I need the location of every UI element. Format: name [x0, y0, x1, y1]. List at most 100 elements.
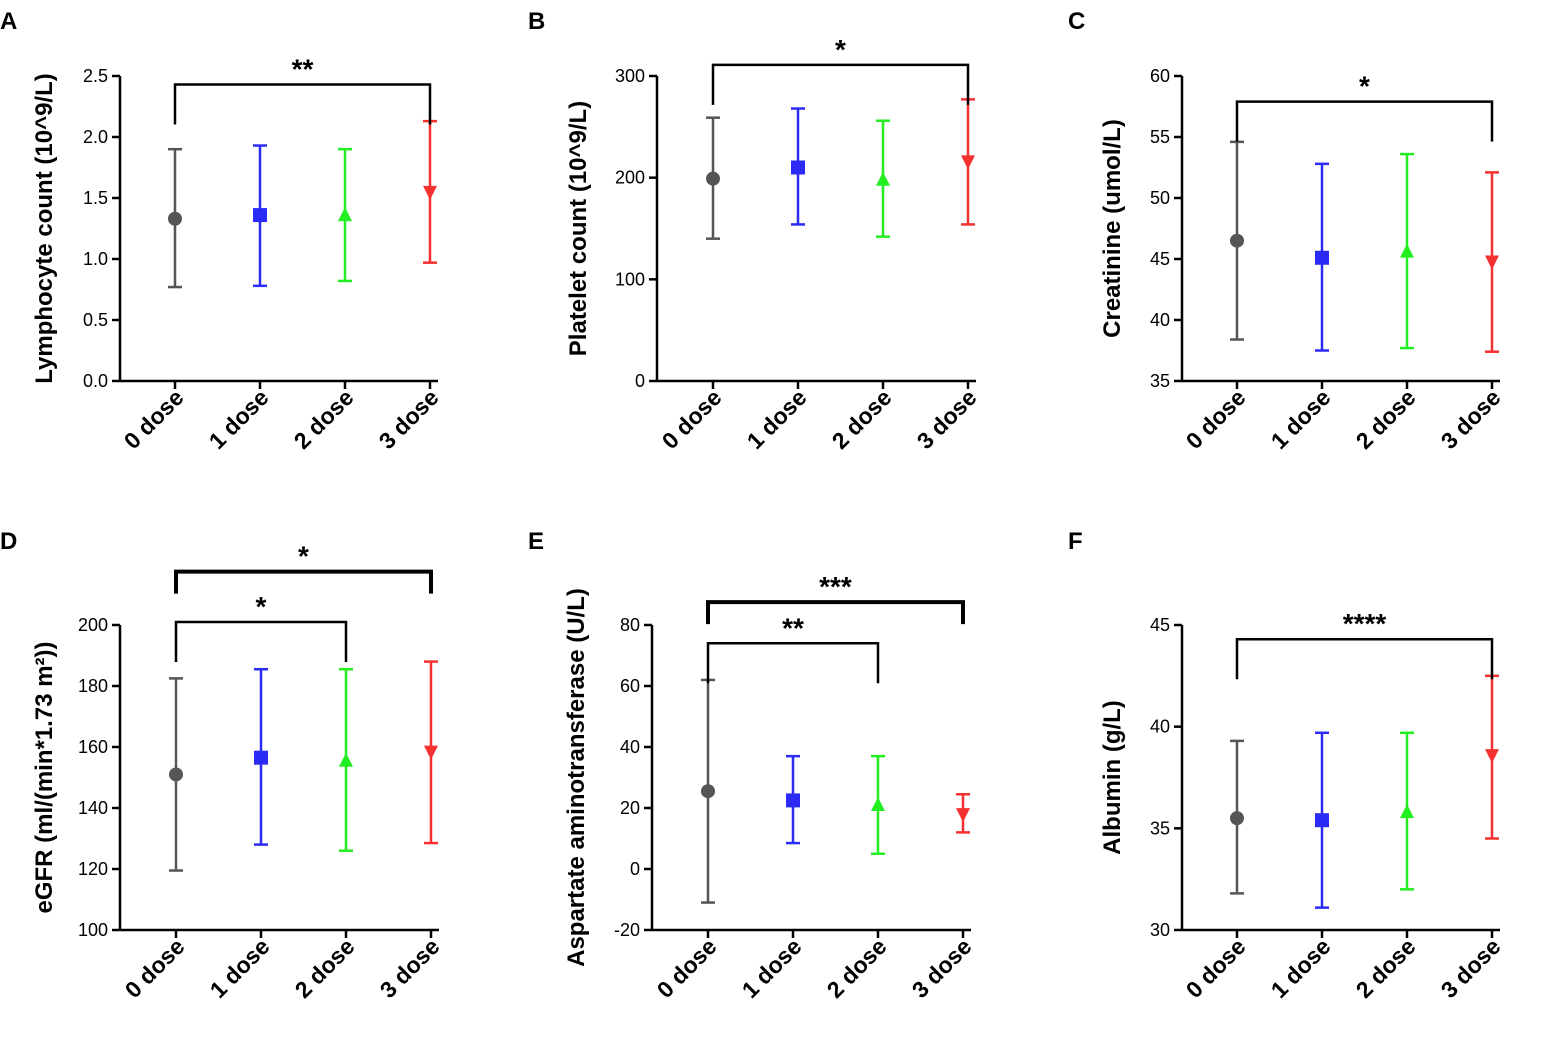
- y-tick-label: 40: [620, 737, 640, 757]
- panel-c: C 35 40 45 50 55 60 0 dose 1 dose 2 dose 3 dose Cre…: [1068, 8, 1506, 454]
- data-point-3-dose: [424, 660, 438, 845]
- significance-label: ****: [1343, 608, 1387, 639]
- panel-letter: F: [1068, 528, 1083, 555]
- y-tick-label: 60: [1150, 66, 1170, 86]
- bracket-line: [711, 63, 970, 105]
- data-point-0-dose: [1230, 140, 1244, 341]
- bracket-line: [706, 600, 965, 625]
- y-axis-label: Albumin (g/L): [1099, 700, 1126, 855]
- significance-bracket: *: [174, 541, 433, 594]
- mean-marker-square: [254, 750, 268, 765]
- x-category-label: 0 dose: [657, 384, 727, 454]
- y-tick-label: 100: [78, 920, 108, 940]
- panel-letter: E: [528, 528, 544, 555]
- significance-label: *: [835, 34, 846, 65]
- data-point-2-dose: [1400, 152, 1414, 350]
- significance-label: **: [782, 612, 804, 643]
- x-category-label: 2 dose: [1351, 384, 1421, 454]
- x-category-label: 1 dose: [1266, 384, 1336, 454]
- mean-marker-circle: [701, 784, 715, 799]
- y-tick-label: 120: [78, 859, 108, 879]
- mean-marker-triangle-up: [339, 752, 353, 767]
- mean-marker-circle: [169, 767, 183, 782]
- significance-label: *: [1359, 71, 1370, 102]
- panel-letter: B: [528, 8, 545, 35]
- y-axis-label: Creatinine (umol/L): [1099, 119, 1126, 338]
- mean-marker-triangle-up: [871, 796, 885, 811]
- significance-bracket: *: [711, 34, 970, 105]
- y-tick-label: 0: [635, 371, 645, 391]
- y-tick-label: 0: [630, 859, 640, 879]
- x-category-label: 2 dose: [827, 384, 897, 454]
- significance-bracket: **: [173, 54, 432, 125]
- y-tick-label: 1.0: [83, 249, 108, 269]
- mean-marker-triangle-up: [1400, 804, 1414, 819]
- x-category-label: 1 dose: [205, 933, 275, 1003]
- y-tick-label: 200: [615, 168, 645, 188]
- panel-f: F 30 35 40 45 0 dose 1 dose 2 dose 3 dose Albumin…: [1068, 528, 1506, 1003]
- data-point-2-dose: [1400, 731, 1414, 891]
- significance-label: *: [298, 541, 309, 572]
- y-tick-label: 0.0: [83, 371, 108, 391]
- x-category-label: 3 dose: [907, 933, 977, 1003]
- data-point-3-dose: [423, 119, 437, 264]
- data-point-1-dose: [791, 107, 805, 226]
- y-tick-label: 35: [1150, 371, 1170, 391]
- data-point-3-dose: [956, 793, 970, 834]
- data-point-1-dose: [1315, 162, 1329, 352]
- x-category-label: 1 dose: [737, 933, 807, 1003]
- y-tick-label: 40: [1150, 717, 1170, 737]
- y-axis-label: Platelet count (10^9/L): [565, 101, 592, 356]
- data-point-0-dose: [169, 677, 183, 872]
- significance-bracket: ****: [1235, 608, 1494, 680]
- bracket-line: [174, 620, 348, 662]
- significance-bracket: *: [174, 591, 348, 662]
- x-category-label: 0 dose: [1181, 384, 1251, 454]
- mean-marker-triangle-down: [423, 185, 437, 200]
- mean-marker-triangle-up: [1400, 243, 1414, 258]
- y-tick-label: 20: [620, 798, 640, 818]
- x-category-label: 2 dose: [289, 384, 359, 454]
- x-category-label: 3 dose: [374, 384, 444, 454]
- x-category-label: 1 dose: [204, 384, 274, 454]
- x-category-label: 0 dose: [119, 384, 189, 454]
- mean-marker-triangle-up: [338, 207, 352, 222]
- significance-label: ***: [819, 571, 852, 602]
- bracket-line: [173, 83, 432, 125]
- data-point-3-dose: [1485, 171, 1499, 353]
- y-tick-label: 180: [78, 676, 108, 696]
- y-tick-label: 300: [615, 66, 645, 86]
- y-tick-label: 140: [78, 798, 108, 818]
- y-tick-label: 50: [1150, 188, 1170, 208]
- y-axis-label: eGFR (ml/(min*1.73 m²)): [31, 641, 58, 913]
- y-tick-label: 35: [1150, 818, 1170, 838]
- y-tick-label: 100: [615, 269, 645, 289]
- x-category-label: 1 dose: [1266, 933, 1336, 1003]
- mean-marker-square: [791, 160, 805, 175]
- mean-marker-circle: [1230, 233, 1244, 248]
- data-point-1-dose: [253, 144, 267, 288]
- panel-a: A 0.0 0.5 1.0 1.5 2.0 2.5 0 dose 1 dose 2 dose 3 d…: [0, 8, 444, 454]
- data-point-2-dose: [876, 119, 890, 238]
- data-point-0-dose: [1230, 739, 1244, 895]
- y-tick-label: 30: [1150, 920, 1170, 940]
- mean-marker-square: [1315, 813, 1329, 828]
- mean-marker-square: [786, 793, 800, 808]
- x-category-label: 2 dose: [822, 933, 892, 1003]
- y-tick-label: -20: [614, 920, 640, 940]
- data-point-1-dose: [786, 754, 800, 845]
- x-category-label: 1 dose: [742, 384, 812, 454]
- data-point-2-dose: [338, 147, 352, 283]
- x-category-label: 3 dose: [1436, 933, 1506, 1003]
- mean-marker-triangle-up: [876, 171, 890, 186]
- x-category-label: 0 dose: [652, 933, 722, 1003]
- y-tick-label: 200: [78, 615, 108, 635]
- significance-bracket: *: [1235, 71, 1494, 142]
- x-category-label: 3 dose: [912, 384, 982, 454]
- data-point-2-dose: [339, 667, 353, 852]
- mean-marker-triangle-down: [424, 745, 438, 760]
- panel-letter: D: [0, 528, 17, 555]
- panel-d: D 100 120 140 160 180 200 0 dose 1 dose 2 dose 3 d…: [0, 528, 445, 1003]
- significance-label: **: [292, 54, 314, 85]
